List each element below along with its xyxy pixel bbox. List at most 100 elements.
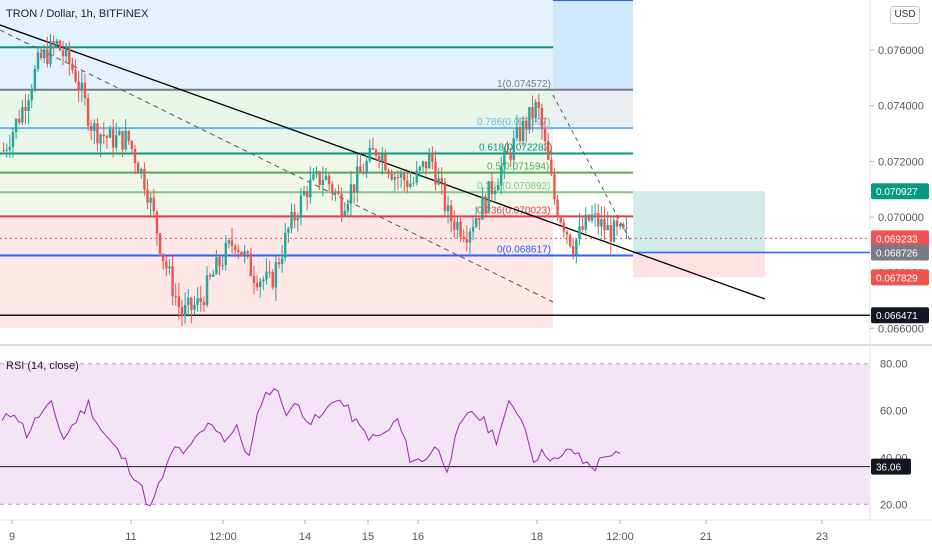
candle (277, 262, 281, 265)
candle (622, 224, 625, 229)
candle (381, 154, 384, 162)
time-tick-label: 14 (299, 531, 311, 543)
rsi-value-badge (871, 458, 911, 475)
dashed-projection-line (552, 94, 631, 241)
candle (568, 234, 572, 247)
candle (428, 152, 431, 169)
currency-button[interactable]: USD (890, 6, 920, 24)
candle (449, 205, 453, 222)
candle (531, 107, 534, 119)
candle (36, 52, 40, 69)
candle (259, 281, 262, 288)
candle (346, 203, 350, 211)
time-tick-label: 12:00 (606, 531, 634, 543)
candle (237, 250, 240, 252)
candle (196, 298, 199, 305)
candle (143, 168, 146, 190)
candle (352, 184, 356, 193)
candle (39, 52, 43, 59)
candle (240, 251, 243, 256)
candle (302, 191, 306, 196)
candle (387, 170, 390, 174)
candle (96, 123, 99, 144)
price-tick-label: 0.074000 (878, 101, 924, 113)
candle (108, 128, 112, 138)
price-badge-label: 0.066471 (876, 311, 918, 322)
candle (349, 184, 353, 204)
candle (518, 127, 522, 142)
price-badge (871, 244, 929, 261)
candle (550, 159, 553, 175)
candle (99, 134, 102, 144)
time-tick-label: 21 (700, 531, 712, 543)
candle (434, 161, 437, 185)
candle (337, 191, 340, 195)
candle (625, 227, 628, 229)
candle (371, 147, 375, 150)
candle (462, 236, 465, 240)
candle (68, 47, 71, 64)
candle (481, 196, 484, 220)
candle (559, 217, 562, 223)
candle (565, 231, 569, 235)
fib-band (553, 89, 633, 129)
candle (224, 243, 227, 266)
time-tick-label: 12:00 (209, 531, 237, 543)
candle (274, 262, 278, 288)
candle (334, 191, 337, 194)
dashed-trend-line (0, 29, 554, 303)
candle (359, 166, 362, 173)
time-tick-label: 18 (531, 531, 543, 543)
price-badge-label: 0.069233 (876, 234, 918, 245)
candle (233, 245, 237, 251)
time-tick-label: 23 (816, 531, 828, 543)
candle (49, 40, 52, 65)
rsi-tick-label: 60.00 (880, 406, 908, 418)
candle (130, 140, 134, 149)
candle (218, 257, 221, 267)
candle (61, 50, 65, 57)
candle (296, 218, 299, 221)
candle (578, 226, 581, 240)
candle (456, 221, 459, 230)
candle (446, 205, 450, 212)
price-tick-label: 0.070000 (878, 212, 924, 224)
candle (43, 49, 46, 59)
price-tick-label: 0.078000 (878, 0, 924, 1)
candle (377, 155, 381, 162)
candle (606, 225, 609, 231)
candle (315, 171, 318, 175)
rsi-chart (0, 363, 870, 507)
candle (343, 210, 346, 216)
candle (474, 218, 478, 227)
candle (340, 194, 343, 216)
candle (55, 40, 58, 46)
candle (543, 128, 547, 142)
fib-label: 0.236(0.070023) (477, 205, 550, 216)
candle (165, 261, 168, 269)
candle (581, 226, 584, 230)
candle (299, 195, 303, 219)
candle (168, 266, 171, 269)
time-tick-label: 15 (362, 531, 374, 543)
rsi-value-label: 36.06 (876, 463, 901, 474)
price-chart: 1(0.074572) 0.786(0.073197) 0.618(0.072282… (0, 0, 870, 329)
candle (603, 218, 606, 231)
candle (230, 240, 234, 246)
candle (362, 172, 365, 174)
fib-label: 0(0.068617) (497, 244, 551, 255)
candle (587, 214, 591, 221)
candle (105, 136, 109, 138)
candle (293, 211, 296, 221)
candle (500, 166, 503, 185)
candle (246, 251, 249, 254)
candle (249, 253, 253, 277)
candle (318, 171, 321, 185)
candle (421, 161, 425, 168)
candle (290, 211, 293, 229)
candle (215, 257, 218, 275)
candle (140, 168, 143, 174)
price-badge-label: 0.070927 (876, 187, 918, 198)
